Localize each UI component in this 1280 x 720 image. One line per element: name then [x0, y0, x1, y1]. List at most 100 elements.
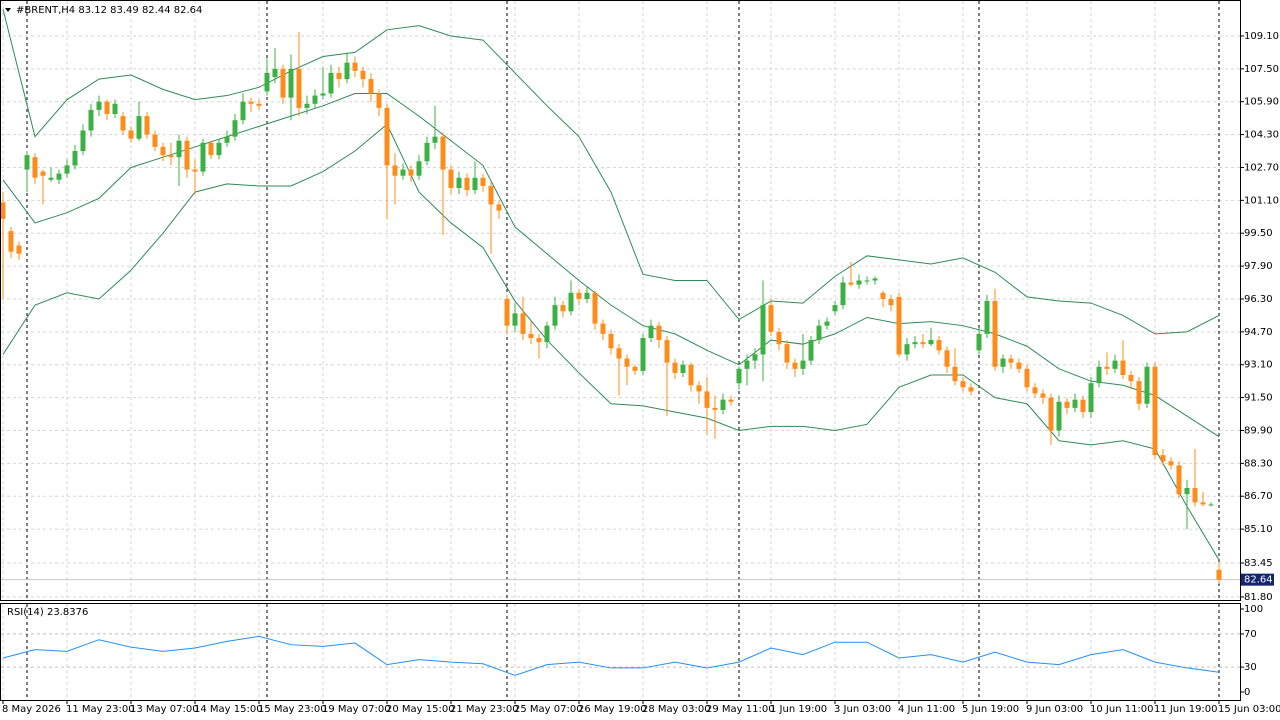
- candle-body: [504, 298, 510, 326]
- candle-body: [304, 103, 310, 108]
- candle-body: [472, 177, 478, 191]
- x-tick-label: 14 May 15:00: [194, 704, 263, 715]
- candle-body: [408, 169, 414, 176]
- candle-body: [120, 116, 126, 131]
- candle-body: [264, 72, 270, 92]
- candle-body: [768, 305, 774, 332]
- candle-body: [744, 360, 750, 369]
- candle-body: [856, 280, 862, 285]
- y-tick-label: 99.50: [1244, 228, 1273, 239]
- marks: [0, 9, 1222, 676]
- candle-body: [848, 282, 854, 285]
- candle-body: [648, 325, 654, 339]
- candle-body: [320, 93, 326, 96]
- bollinger-middle: [2, 92, 1220, 438]
- candle-body: [736, 368, 742, 384]
- y-tick-label: 102.70: [1244, 162, 1279, 173]
- y-tick-label: 109.10: [1244, 31, 1279, 42]
- candle-body: [1096, 366, 1102, 384]
- x-tick-label: 20 May 15:00: [386, 704, 455, 715]
- y-tick-label: 107.50: [1244, 64, 1279, 75]
- x-tick-label: 15 Jun 03:00: [1218, 704, 1280, 715]
- rsi-panel: [0, 603, 1241, 701]
- menu-arrow[interactable]: [5, 8, 11, 12]
- candle-body: [8, 231, 14, 252]
- candle-body: [1200, 502, 1206, 505]
- candle-body: [1176, 465, 1182, 495]
- candle-body: [1160, 455, 1166, 462]
- candle-body: [312, 95, 318, 104]
- candle-body: [1048, 397, 1054, 431]
- candle-body: [128, 130, 134, 139]
- candle-body: [1136, 381, 1142, 404]
- y-tick-label: 81.80: [1244, 592, 1273, 603]
- candle-body: [400, 169, 406, 176]
- candle-body: [1008, 358, 1014, 363]
- candle-body: [984, 301, 990, 334]
- rsi-line: [2, 635, 1220, 676]
- candle-body: [72, 151, 78, 166]
- x-tick-label: 21 May 23:00: [450, 704, 519, 715]
- rsi-tick-label: 30: [1244, 662, 1257, 673]
- candle-body: [680, 364, 686, 373]
- candle-body: [912, 342, 918, 345]
- candle-body: [1088, 383, 1094, 412]
- x-tick-label: 10 Jun 11:00: [1090, 704, 1154, 715]
- candle-body: [1112, 360, 1118, 369]
- y-tick-label: 94.70: [1244, 327, 1273, 338]
- candle-body: [104, 101, 110, 115]
- candle-body: [816, 325, 822, 341]
- candle-body: [296, 68, 302, 108]
- candle-body: [424, 142, 430, 162]
- candle-body: [528, 333, 534, 339]
- candle-body: [792, 362, 798, 369]
- candle-body: [280, 68, 286, 98]
- grid: [1, 1, 1240, 700]
- candle-body: [560, 305, 566, 312]
- rsi-tick-label: 70: [1244, 629, 1257, 640]
- candle-body: [880, 292, 886, 299]
- candle-body: [168, 155, 174, 158]
- candle-body: [392, 165, 398, 176]
- bollinger-upper: [2, 9, 1220, 335]
- price-label: 82.64: [1244, 575, 1273, 586]
- y-tick-label: 97.90: [1244, 261, 1273, 272]
- candle-body: [960, 381, 966, 388]
- x-tick-label: 5 Jun 19:00: [962, 704, 1019, 715]
- x-tick-label: 9 Jun 03:00: [1026, 704, 1083, 715]
- candle-body: [336, 72, 342, 80]
- x-tick-label: 13 May 07:00: [130, 704, 199, 715]
- candle-body: [536, 338, 542, 343]
- candle-body: [1072, 399, 1078, 408]
- bollinger-lower: [2, 123, 1220, 561]
- y-tick-label: 101.10: [1244, 195, 1279, 206]
- candle-body: [1192, 488, 1198, 503]
- candle-body: [288, 68, 294, 98]
- candle-body: [1128, 375, 1134, 382]
- candle-body: [80, 130, 86, 152]
- candle-body: [96, 101, 102, 110]
- rsi-tick-label: 0: [1244, 687, 1250, 698]
- candle-body: [176, 140, 182, 158]
- candle-body: [704, 391, 710, 408]
- candle-body: [696, 385, 702, 392]
- x-tick-label: 4 Jun 11:00: [898, 704, 955, 715]
- x-tick-label: 25 May 07:00: [514, 704, 583, 715]
- candle-body: [1032, 387, 1038, 394]
- candle-body: [952, 366, 958, 382]
- candle-body: [440, 136, 446, 170]
- y-tick-label: 85.10: [1244, 524, 1273, 535]
- main-panel: [0, 0, 1241, 601]
- candle-body: [1152, 366, 1158, 456]
- candle-body: [344, 62, 350, 80]
- candle-body: [808, 340, 814, 361]
- candle-body: [584, 292, 590, 299]
- candle-body: [1216, 569, 1222, 580]
- candle-body: [1080, 399, 1086, 412]
- candle-body: [896, 296, 902, 355]
- candle-body: [248, 101, 254, 104]
- candle-body: [376, 93, 382, 108]
- candle-body: [88, 109, 94, 131]
- y-tick-label: 91.50: [1244, 393, 1273, 404]
